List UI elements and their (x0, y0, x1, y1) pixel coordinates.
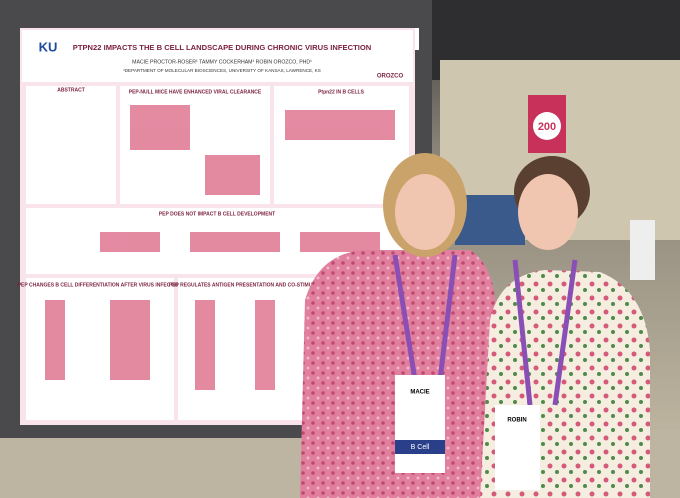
banner-number: 200 (538, 121, 556, 133)
person-right: ROBIN (480, 156, 650, 498)
banner: 200 (528, 95, 566, 153)
badge-ribbon: B Cell (411, 444, 430, 451)
section-header: PEP DOES NOT IMPACT B CELL DEVELOPMENT (159, 211, 275, 217)
section-header: ABSTRACT (57, 87, 85, 93)
badge-name: ROBIN (507, 418, 526, 424)
person-left: MACIE B Cell (300, 153, 496, 498)
section-header: PEP-NULL MICE HAVE ENHANCED VIRAL CLEARA… (129, 89, 262, 95)
poster-title: PTPN22 IMPACTS THE B CELL LANDSCAPE DURI… (73, 43, 371, 52)
section-header: Ptpn22 IN B CELLS (318, 89, 365, 95)
logo: KU (39, 39, 58, 54)
section-header: PEP CHANGES B CELL DIFFERENTIATION AFTER… (18, 282, 183, 288)
section-header: PEP REGULATES ANTIGEN PRESENTATION AND C… (169, 282, 362, 288)
authors: MACIE PROCTOR-ROSER¹ TAMMY COCKERHAM¹ RO… (132, 59, 312, 65)
affiliation: ¹DEPARTMENT OF MOLECULAR BIOSCIENCES, UN… (123, 68, 321, 73)
lab-logo: OROZCO (377, 74, 404, 80)
badge-name: MACIE (410, 390, 429, 396)
